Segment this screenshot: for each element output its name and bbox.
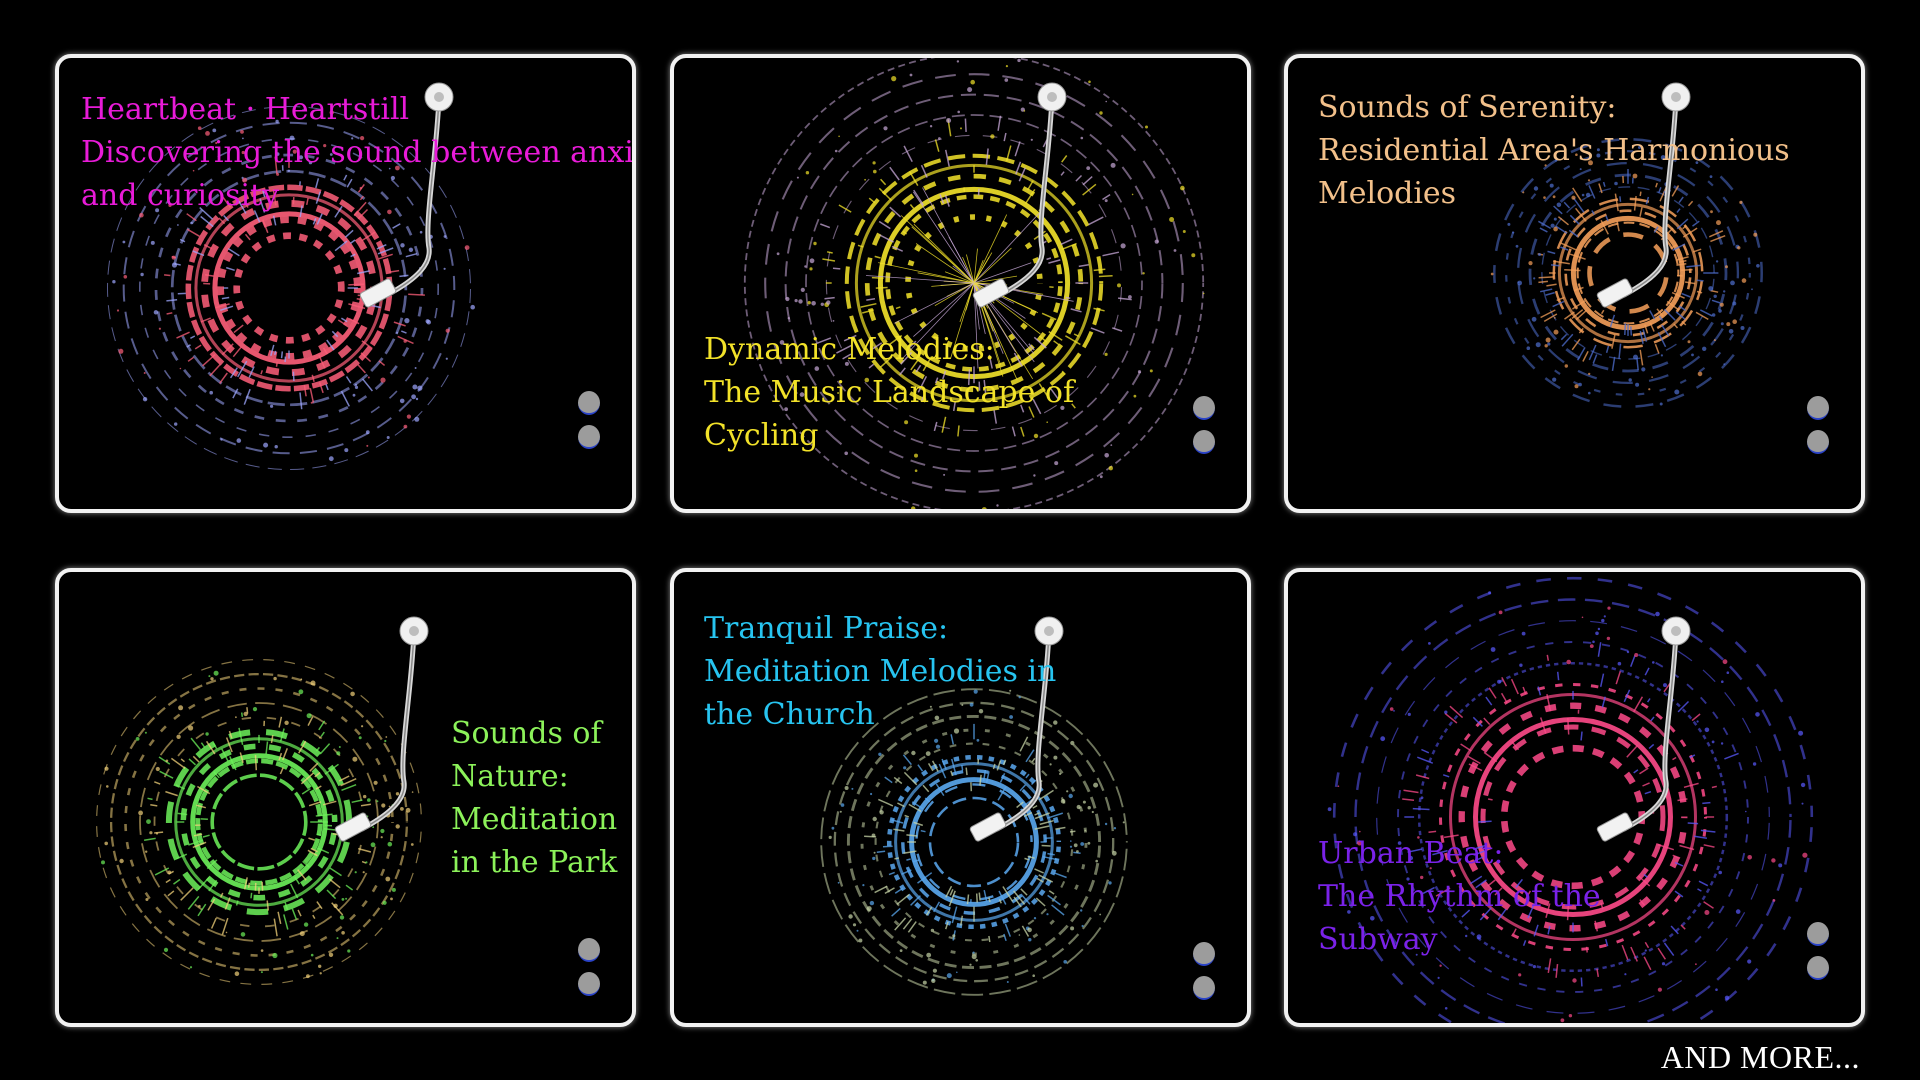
- card-title: Heartbeat · Heartstill Discovering the so…: [81, 88, 636, 217]
- play-button[interactable]: [1807, 922, 1829, 946]
- card-controls: [1807, 922, 1831, 990]
- next-button[interactable]: [1193, 976, 1215, 1000]
- play-button[interactable]: [1807, 396, 1829, 420]
- play-button[interactable]: [578, 938, 600, 962]
- card-title-line: in the Park: [451, 845, 618, 880]
- play-button[interactable]: [578, 391, 600, 415]
- card-title-line: Nature:: [451, 759, 569, 794]
- vinyl-record-icon: [1490, 138, 1763, 408]
- next-button[interactable]: [578, 425, 600, 449]
- tonearm-icon: [969, 616, 1064, 842]
- card-park[interactable]: Sounds of Nature: Meditation in the Park: [55, 568, 636, 1027]
- tonearm-icon: [972, 82, 1067, 308]
- card-title-line: The Rhythm of the: [1318, 879, 1601, 914]
- next-button[interactable]: [1193, 430, 1215, 454]
- card-title-line: Melodies: [1318, 176, 1457, 211]
- tonearm-icon: [334, 616, 429, 842]
- card-controls: [1193, 942, 1217, 1010]
- card-title: Sounds of Nature: Meditation in the Park: [451, 712, 617, 884]
- next-button[interactable]: [1807, 956, 1829, 980]
- card-title-line: Dynamic Melodies:: [704, 332, 995, 367]
- card-title-line: Urban Beat:: [1318, 836, 1504, 871]
- card-title-line: Meditation Melodies in: [704, 654, 1057, 689]
- tonearm-icon: [1596, 82, 1691, 308]
- card-heartbeat[interactable]: Heartbeat · Heartstill Discovering the so…: [55, 54, 636, 513]
- card-title-line: The Music Landscape of: [704, 375, 1075, 410]
- card-title: Urban Beat: The Rhythm of the Subway: [1318, 832, 1601, 961]
- play-button[interactable]: [1193, 942, 1215, 966]
- card-subway[interactable]: Urban Beat: The Rhythm of the Subway: [1284, 568, 1865, 1027]
- vinyl-record-icon: [1327, 576, 1814, 1023]
- card-church[interactable]: Tranquil Praise: Meditation Melodies in th…: [670, 568, 1251, 1027]
- card-title: Tranquil Praise: Meditation Melodies in th…: [704, 607, 1056, 736]
- card-title: Sounds of Serenity: Residential Area's Ha…: [1318, 86, 1790, 215]
- vinyl-record-icon: [820, 688, 1128, 996]
- card-title-line: Meditation: [451, 802, 618, 837]
- card-title-line: Sounds of: [451, 716, 602, 751]
- card-title-line: and curiosity: [81, 178, 280, 213]
- card-title-line: Heartbeat · Heartstill: [81, 92, 410, 127]
- tonearm-icon: [1596, 616, 1691, 842]
- card-cycling[interactable]: Dynamic Melodies: The Music Landscape of C…: [670, 54, 1251, 513]
- card-title-line: Discovering the sound between anxiety: [81, 135, 636, 170]
- card-title-line: Subway: [1318, 922, 1438, 957]
- card-title-line: Tranquil Praise:: [704, 611, 949, 646]
- card-controls: [578, 391, 602, 459]
- card-residential[interactable]: Sounds of Serenity: Residential Area's Ha…: [1284, 54, 1865, 513]
- card-title: Dynamic Melodies: The Music Landscape of C…: [704, 328, 1074, 457]
- vinyl-record-icon: [743, 58, 1205, 509]
- card-controls: [1193, 396, 1217, 464]
- and-more-link[interactable]: AND MORE...: [1660, 1039, 1860, 1075]
- card-title-line: the Church: [704, 697, 875, 732]
- vinyl-record-icon: [107, 106, 476, 470]
- card-title-line: Residential Area's Harmonious: [1318, 133, 1790, 168]
- play-button[interactable]: [1193, 396, 1215, 420]
- card-title-line: Sounds of Serenity:: [1318, 90, 1617, 125]
- card-title-line: Cycling: [704, 418, 819, 453]
- tonearm-icon: [359, 82, 454, 308]
- next-button[interactable]: [578, 972, 600, 996]
- card-controls: [1807, 396, 1831, 464]
- card-controls: [578, 938, 602, 1006]
- next-button[interactable]: [1807, 430, 1829, 454]
